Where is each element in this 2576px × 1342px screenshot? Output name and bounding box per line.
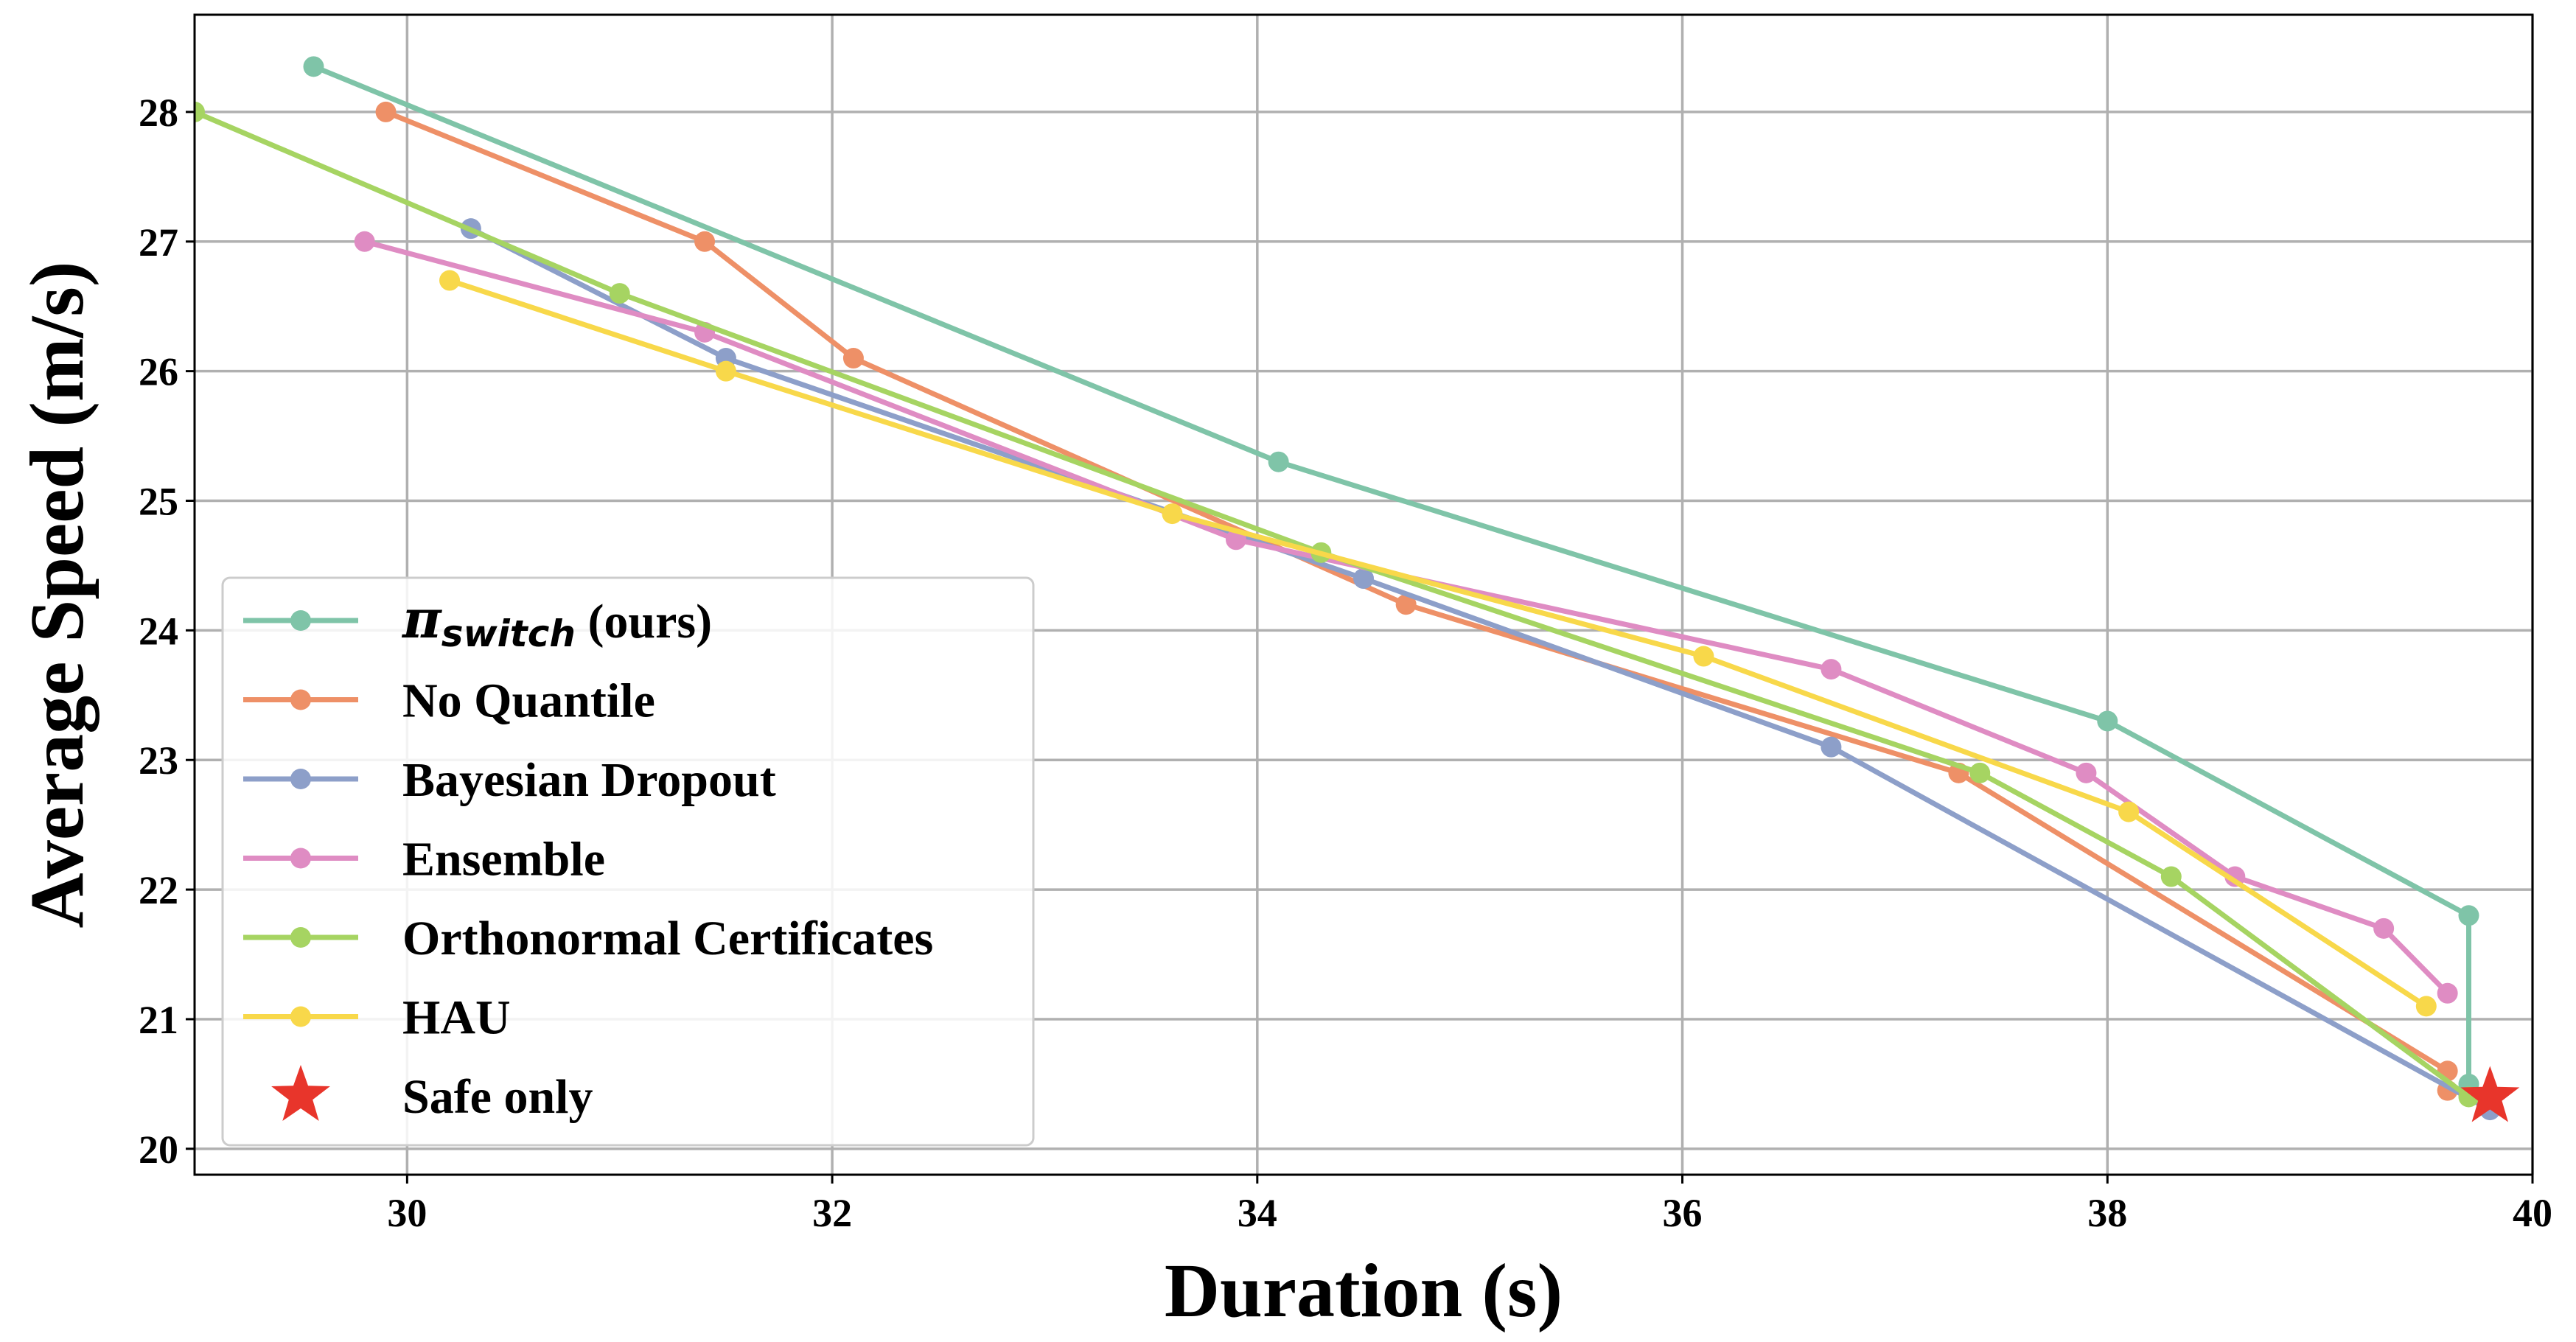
plot-frame [193,13,2534,1176]
legend-label: Orthonormal Certificates [402,912,933,965]
legend-label: πswitch (ours) [401,587,712,655]
legend-item: Safe only [271,1065,593,1124]
legend-label: HAU [402,991,511,1045]
y-tick-label: 26 [139,350,178,394]
legend-label: No Quantile [402,674,655,728]
data-point [354,231,375,252]
data-point [195,101,205,122]
y-tick-label: 24 [139,609,178,653]
legend-label: Ensemble [402,833,605,887]
data-point [1821,659,1842,680]
plot-area [195,56,2520,1122]
x-axis-title: Duration (s) [1165,1248,1563,1333]
legend-label: Bayesian Dropout [402,753,776,807]
legend-box [221,576,1035,1147]
legend-item: HAU [243,991,511,1045]
x-tick-label: 38 [2087,1191,2127,1235]
series-line [447,278,2429,1009]
y-tick-label: 22 [139,868,178,912]
ticks: 30 32 34 36 38 40 20 21 22 23 24 25 26 27 28 [139,91,2552,1235]
data-point [1162,503,1183,525]
legend-item: πswitch (ours) [243,587,712,655]
legend-marker-star [271,1065,330,1121]
series-hau [439,270,2437,1017]
data-point [694,231,716,252]
y-tick-label: 21 [139,998,178,1042]
legend-marker [290,689,311,710]
data-point [609,283,630,304]
x-tick-label: 32 [812,1191,852,1235]
data-point [1353,568,1374,590]
data-point [439,270,461,291]
x-tick-label: 34 [1238,1191,1277,1235]
data-point [2415,996,2437,1017]
data-point [715,360,736,382]
legend-item: No Quantile [243,674,655,728]
series-safe-only [2460,1066,2520,1122]
data-point [2437,982,2458,1004]
legend-marker [290,769,311,789]
legend-label: Safe only [402,1070,593,1124]
data-point [1693,646,1714,667]
x-tick-label: 36 [1663,1191,1703,1235]
data-point [2076,762,2097,783]
legend-item: Orthonormal Certificates [243,912,933,965]
data-point [2458,905,2479,926]
legend-item: Bayesian Dropout [243,753,776,807]
data-point [842,348,864,369]
series-switch [303,56,2479,1094]
legend-item: Ensemble [243,833,605,887]
data-point [2373,918,2395,939]
data-point [1821,736,1842,758]
legend-marker [290,1006,311,1027]
data-point [1395,594,1417,615]
legend-marker [290,610,311,631]
series-line [195,109,2471,1100]
x-tick-label: 30 [387,1191,427,1235]
y-tick-label: 25 [139,479,178,523]
x-tick-label: 40 [2513,1191,2552,1235]
y-axis-title: Average Speed (m/s) [15,262,100,929]
series-layer [195,56,2520,1122]
data-point [2118,801,2140,822]
data-point [375,101,397,122]
y-tick-label: 20 [139,1128,178,1172]
series-line [362,239,2451,996]
legend-marker [290,848,311,869]
data-point [2097,710,2118,732]
legend-marker [290,927,311,948]
data-point [303,56,324,77]
data-point [1268,451,1289,472]
y-tick-label: 23 [139,738,178,783]
data-point-star [2460,1066,2520,1122]
legend: πswitch (ours) No Quantile Bayesian Dropou… [221,576,1035,1147]
y-tick-label: 28 [139,91,178,135]
y-tick-label: 27 [139,220,178,265]
data-point [2160,866,2182,887]
data-point [1969,762,1991,783]
